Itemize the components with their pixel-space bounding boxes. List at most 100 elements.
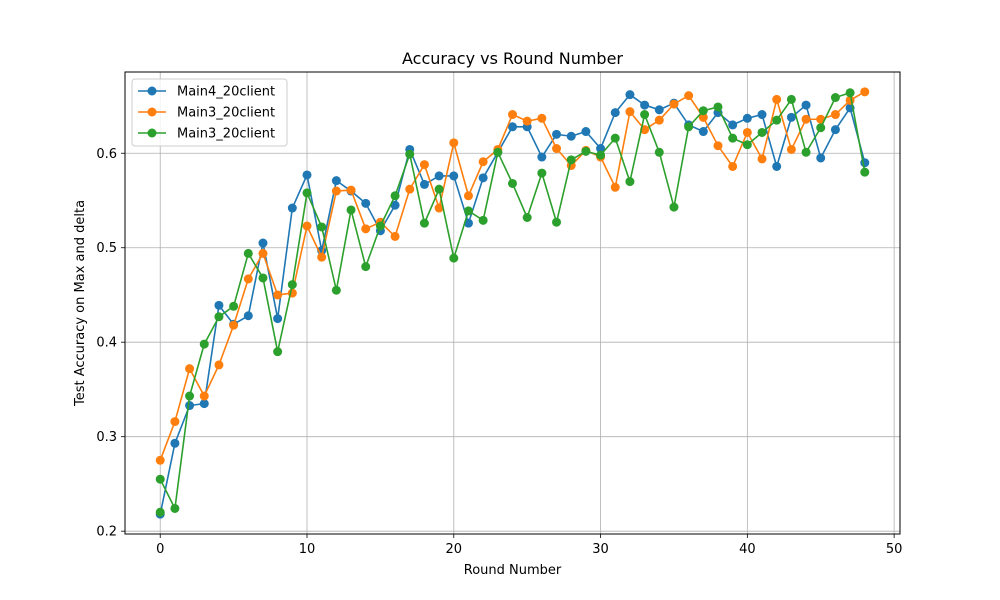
legend-item: Main3_20client [138, 106, 275, 121]
data-point [640, 100, 650, 110]
data-point [508, 110, 517, 120]
data-point [698, 106, 708, 116]
data-point [243, 274, 253, 284]
data-point [273, 290, 283, 300]
data-point [478, 157, 488, 167]
data-point [537, 168, 547, 178]
y-tick-label: 0.2 [96, 525, 117, 540]
data-point [508, 178, 517, 188]
data-point [552, 129, 562, 139]
data-point [463, 218, 473, 228]
data-point [654, 147, 664, 157]
chart-title: Accuracy vs Round Number [402, 49, 623, 68]
data-point [155, 507, 165, 517]
plot-area-frame [124, 71, 901, 535]
data-point [654, 115, 664, 125]
data-point [258, 248, 268, 258]
data-point [449, 253, 459, 263]
data-point [757, 127, 767, 137]
x-tick-label: 0 [156, 542, 164, 557]
data-point [302, 188, 312, 198]
data-point [273, 347, 283, 357]
data-point [610, 182, 620, 192]
data-point [493, 147, 503, 157]
data-point [522, 212, 532, 222]
data-point [170, 438, 180, 448]
data-point [786, 94, 796, 104]
data-point [478, 215, 488, 225]
data-point [434, 171, 444, 181]
legend-label: Main3_20client [177, 127, 275, 142]
data-point [419, 179, 429, 189]
x-tick-label: 10 [299, 542, 316, 557]
data-point [728, 161, 738, 171]
data-point [566, 131, 576, 141]
y-axis-label: Test Accuracy on Max and delta [73, 200, 88, 407]
data-point [552, 144, 562, 154]
data-point [669, 202, 679, 212]
data-point [317, 252, 327, 262]
data-point [434, 184, 444, 194]
x-tick-label: 50 [886, 542, 903, 557]
data-point [199, 399, 209, 409]
legend: Main4_20client Main3_20client Main3_20clie… [131, 78, 288, 147]
data-point [537, 152, 547, 162]
data-point [199, 339, 209, 349]
data-point [801, 147, 811, 157]
data-point [772, 94, 782, 104]
data-point [463, 191, 473, 201]
x-tick-label: 20 [446, 542, 463, 557]
data-point [757, 110, 767, 120]
data-point [346, 185, 356, 195]
data-point [508, 122, 517, 132]
data-point [640, 110, 650, 120]
data-point [390, 200, 400, 210]
legend-label: Main4_20client [177, 85, 275, 100]
data-point [522, 116, 532, 126]
legend-marker-swatch [147, 107, 157, 117]
data-point [830, 93, 840, 103]
data-point [434, 203, 444, 213]
data-point [331, 186, 341, 196]
data-point [596, 144, 606, 154]
data-point [258, 273, 268, 283]
data-point [214, 300, 224, 310]
data-point [331, 285, 341, 295]
data-point [742, 140, 752, 150]
y-tick-label: 0.6 [96, 147, 117, 162]
data-point [860, 158, 870, 168]
data-point [243, 311, 253, 321]
data-point [552, 217, 562, 227]
data-point [625, 177, 635, 187]
data-point [654, 105, 664, 115]
data-point [786, 144, 796, 154]
data-point [346, 205, 356, 215]
data-point [185, 364, 195, 374]
data-point [625, 90, 635, 100]
x-tick-label: 30 [592, 542, 609, 557]
y-tick-label: 0.3 [96, 430, 117, 445]
legend-box [131, 78, 288, 147]
data-point [214, 360, 224, 370]
data-point [170, 417, 180, 427]
data-point [419, 160, 429, 170]
data-point [816, 153, 826, 163]
data-point [581, 127, 591, 137]
y-tick-label: 0.5 [96, 241, 117, 256]
data-point [449, 171, 459, 181]
data-point [860, 167, 870, 177]
data-point [199, 391, 209, 401]
data-point [801, 100, 811, 110]
data-point [317, 222, 327, 232]
series-3 [155, 88, 870, 513]
data-point [728, 133, 738, 143]
data-point [361, 198, 371, 208]
data-point [361, 262, 371, 272]
legend-label: Main3_20client [177, 106, 275, 121]
data-point [405, 184, 415, 194]
data-point [302, 170, 312, 180]
data-point [361, 224, 371, 234]
data-point [801, 114, 811, 124]
data-point [772, 115, 782, 125]
